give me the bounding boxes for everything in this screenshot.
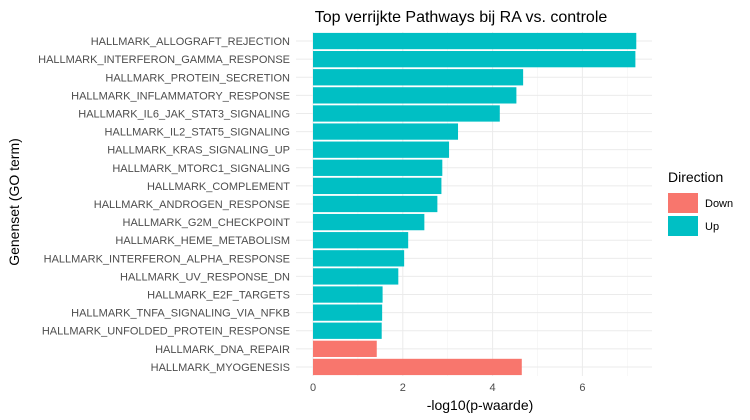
bar	[313, 213, 425, 231]
bar	[313, 250, 405, 267]
legend-title: Direction	[668, 169, 723, 185]
legend-label: Up	[705, 221, 719, 233]
x-tick-label: 2	[400, 382, 406, 394]
y-tick-label: HALLMARK_E2F_TARGETS	[147, 290, 290, 302]
bar	[313, 358, 522, 376]
legend-key	[668, 216, 698, 236]
y-tick-label: HALLMARK_TNFA_SIGNALING_VIA_NFKB	[71, 308, 290, 320]
bar	[313, 177, 442, 195]
y-tick-label: HALLMARK_INTERFERON_GAMMA_RESPONSE	[38, 54, 290, 66]
bar	[313, 322, 382, 339]
y-tick-label: HALLMARK_ALLOGRAFT_REJECTION	[91, 36, 290, 48]
bar	[313, 51, 636, 68]
bar	[313, 195, 438, 213]
bar	[313, 340, 377, 357]
y-axis-title: Genenset (GO term)	[6, 138, 22, 266]
bar	[313, 69, 524, 86]
x-tick-label: 4	[490, 382, 496, 394]
bar	[313, 268, 399, 285]
legend-label: Down	[705, 198, 733, 210]
bar	[313, 304, 383, 321]
chart-title: Top verrijkte Pathways bij RA vs. contro…	[315, 9, 608, 26]
bar	[313, 159, 443, 176]
y-tick-label: HALLMARK_IL6_JAK_STAT3_SIGNALING	[78, 108, 290, 120]
y-tick-label: HALLMARK_HEME_METABOLISM	[115, 235, 290, 247]
y-tick-label: HALLMARK_ANDROGEN_RESPONSE	[94, 199, 290, 211]
y-tick-label: HALLMARK_COMPLEMENT	[147, 181, 290, 193]
y-tick-label: HALLMARK_MYOGENESIS	[151, 362, 290, 374]
y-tick-label: HALLMARK_INTERFERON_ALPHA_RESPONSE	[44, 253, 290, 265]
y-tick-label: HALLMARK_IL2_STAT5_SIGNALING	[105, 127, 290, 139]
y-tick-label: HALLMARK_MTORC1_SIGNALING	[112, 163, 290, 175]
bar	[313, 87, 517, 104]
legend-key	[668, 193, 698, 213]
bars	[313, 32, 637, 376]
y-tick-label: HALLMARK_KRAS_SIGNALING_UP	[107, 145, 290, 157]
x-tick-labels: 0 2 4 6	[310, 382, 586, 394]
y-tick-label: HALLMARK_DNA_REPAIR	[155, 344, 290, 356]
y-tick-labels: HALLMARK_ALLOGRAFT_REJECTION HALLMARK_INT…	[38, 36, 290, 374]
y-tick-label: HALLMARK_UV_RESPONSE_DN	[120, 271, 290, 283]
y-tick-label: HALLMARK_UNFOLDED_PROTEIN_RESPONSE	[42, 326, 290, 338]
bar	[313, 232, 409, 249]
x-axis-title: -log10(p-waarde)	[427, 397, 534, 413]
y-tick-label: HALLMARK_INFLAMMATORY_RESPONSE	[71, 90, 290, 102]
bar	[313, 123, 459, 140]
y-tick-label: HALLMARK_G2M_CHECKPOINT	[123, 217, 291, 229]
x-tick-label: 0	[310, 382, 316, 394]
bar	[313, 32, 637, 50]
bar	[313, 141, 450, 158]
bar	[313, 286, 383, 303]
y-tick-label: HALLMARK_PROTEIN_SECRETION	[105, 72, 290, 84]
legend: Direction Down Up	[668, 169, 733, 236]
bar	[313, 105, 500, 122]
x-tick-label: 6	[579, 382, 585, 394]
